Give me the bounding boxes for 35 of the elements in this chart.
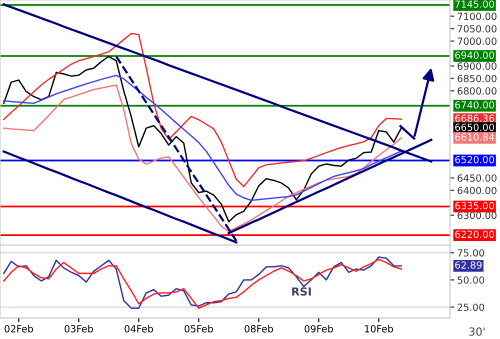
text: 6650.00 — [455, 124, 494, 131]
y-tick-label: 6800.00 — [458, 87, 497, 95]
y-tick-label: 6900.00 — [458, 62, 497, 70]
ref-line-label: 6520.00 — [455, 156, 494, 164]
line-series — [3, 32, 402, 188]
x-tick-label: 03Feb — [64, 324, 94, 332]
annotation: RSI — [292, 287, 311, 296]
y-tick-label: 6850.00 — [458, 74, 497, 82]
y-tick-label: 50.00 — [458, 276, 484, 284]
ref-line-label: 6940.00 — [455, 51, 494, 59]
y-tick-label: 6300.00 — [458, 212, 497, 220]
x-tick-label: 02Feb — [4, 324, 34, 332]
y-tick-label: 7100.00 — [458, 12, 497, 20]
x-tick-label: 04Feb — [124, 324, 154, 332]
ref-line-label: 6220.00 — [455, 230, 494, 238]
text: 6686.36 — [455, 114, 494, 122]
ref-line-label: 6740.00 — [455, 101, 494, 109]
text: 30' — [469, 327, 485, 336]
ref-line-label: 7145.00 — [455, 0, 494, 8]
x-tick-label: 05Feb — [184, 324, 214, 332]
text: 6610.84 — [455, 133, 494, 141]
x-tick-label: 09Feb — [304, 324, 334, 332]
y-tick-label: 6450.00 — [458, 174, 497, 182]
text: 62.89 — [455, 261, 482, 269]
y-tick-label: 75.00 — [458, 249, 484, 257]
ref-line-label: 6335.00 — [455, 202, 494, 210]
y-tick-label: 7000.00 — [458, 38, 497, 45]
line-series — [3, 84, 402, 232]
y-tick-label: 6400.00 — [458, 186, 497, 194]
y-tick-label: 7050.00 — [458, 25, 497, 32]
line-series — [3, 56, 402, 222]
line-series — [3, 74, 402, 202]
x-tick-label: 10Feb — [365, 324, 394, 332]
y-tick-label: 25.00 — [458, 304, 484, 311]
x-tick-label: 08Feb — [244, 324, 274, 332]
